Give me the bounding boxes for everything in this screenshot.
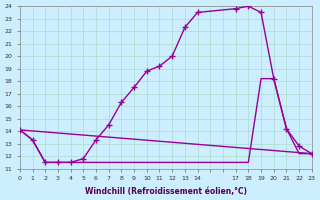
X-axis label: Windchill (Refroidissement éolien,°C): Windchill (Refroidissement éolien,°C) bbox=[85, 187, 247, 196]
